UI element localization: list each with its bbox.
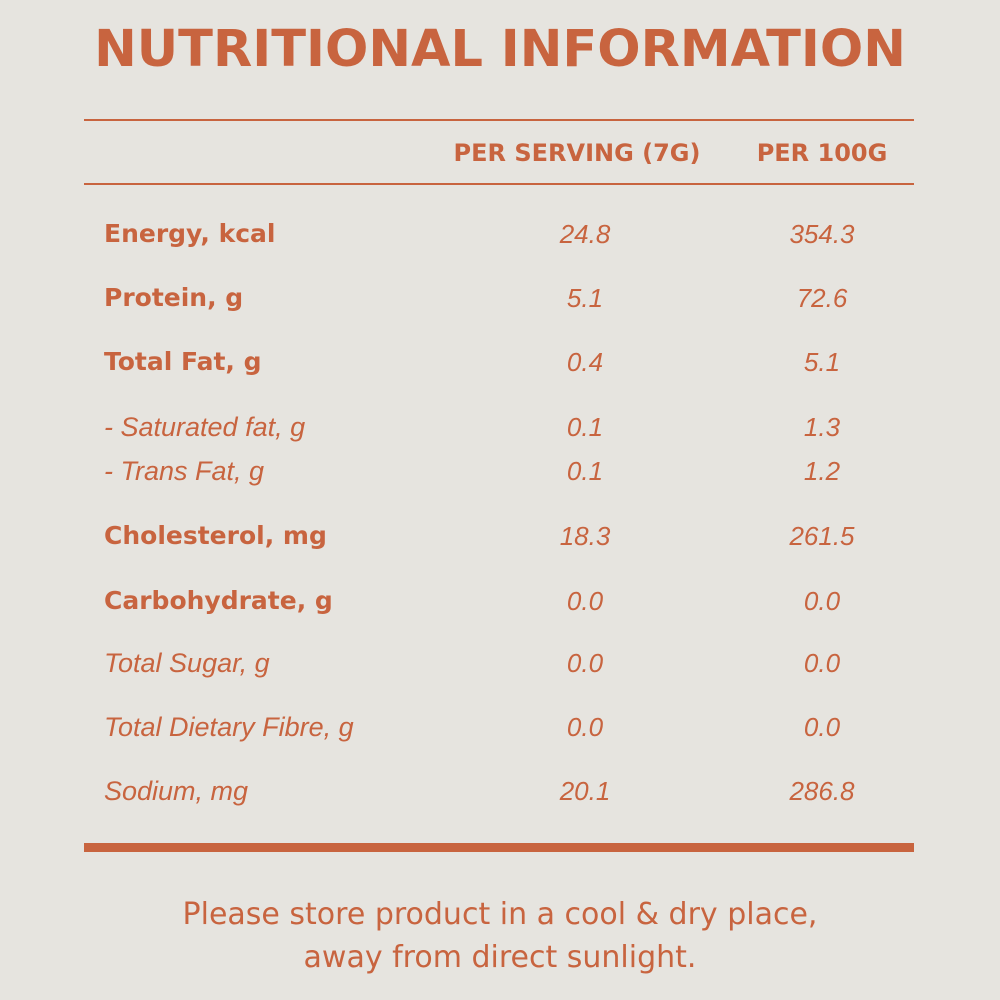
table-bottom-divider	[84, 843, 914, 852]
per-100g-value: 0.0	[803, 586, 841, 616]
per-serving-value: 5.1	[566, 283, 604, 313]
page-title: NUTRITIONAL INFORMATION	[94, 20, 906, 79]
nutrient-label: Carbohydrate, g	[104, 586, 333, 615]
header-bottom-divider	[84, 183, 914, 185]
column-header-per-serving: PER SERVING (7G)	[453, 139, 701, 167]
storage-note-line-2: away from direct sunlight.	[303, 940, 697, 975]
per-serving-value: 0.0	[566, 648, 604, 678]
nutrient-row-total-sugar: Total Sugar, g 0.0 0.0	[0, 645, 1000, 681]
nutrient-row-sodium: Sodium, mg 20.1 286.8	[0, 773, 1000, 809]
per-serving-value: 0.1	[566, 456, 604, 486]
per-100g-value: 0.0	[803, 712, 841, 742]
per-100g-value: 354.3	[789, 219, 855, 249]
per-serving-value: 0.0	[566, 712, 604, 742]
per-100g-value: 72.6	[796, 283, 848, 313]
per-100g-value: 0.0	[803, 648, 841, 678]
header-top-divider	[84, 119, 914, 121]
nutrient-row-cholesterol: Cholesterol, mg 18.3 261.5	[0, 518, 1000, 554]
nutrient-row-saturated-fat: - Saturated fat, g 0.1 1.3	[0, 409, 1000, 445]
column-header-per-100g: PER 100G	[756, 139, 888, 167]
nutrient-row-total-fat: Total Fat, g 0.4 5.1	[0, 344, 1000, 380]
per-100g-value: 1.2	[803, 456, 841, 486]
nutrient-row-trans-fat: - Trans Fat, g 0.1 1.2	[0, 453, 1000, 489]
nutrient-row-carbohydrate: Carbohydrate, g 0.0 0.0	[0, 583, 1000, 619]
per-serving-value: 20.1	[559, 776, 611, 806]
nutrient-label: Protein, g	[104, 283, 244, 312]
storage-note: Please store product in a cool & dry pla…	[0, 893, 1000, 979]
nutrient-label: Total Sugar, g	[104, 648, 270, 678]
per-100g-value: 1.3	[803, 412, 841, 442]
nutrient-row-dietary-fibre: Total Dietary Fibre, g 0.0 0.0	[0, 709, 1000, 745]
nutrient-label: - Trans Fat, g	[104, 456, 265, 486]
per-100g-value: 286.8	[789, 776, 855, 806]
nutrient-row-energy: Energy, kcal 24.8 354.3	[0, 216, 1000, 252]
nutrient-label: Sodium, mg	[104, 776, 249, 806]
nutrient-label: - Saturated fat, g	[104, 412, 306, 442]
per-serving-value: 0.1	[566, 412, 604, 442]
per-serving-value: 24.8	[559, 219, 611, 249]
nutrient-label: Energy, kcal	[104, 219, 276, 248]
per-100g-value: 5.1	[803, 347, 841, 377]
per-serving-value: 0.0	[566, 586, 604, 616]
per-serving-value: 0.4	[566, 347, 604, 377]
per-100g-value: 261.5	[789, 521, 855, 551]
nutrient-label: Total Dietary Fibre, g	[104, 712, 354, 742]
storage-note-line-1: Please store product in a cool & dry pla…	[182, 897, 818, 932]
nutrient-label: Total Fat, g	[104, 347, 262, 376]
nutrient-label: Cholesterol, mg	[104, 521, 327, 550]
nutrient-row-protein: Protein, g 5.1 72.6	[0, 280, 1000, 316]
per-serving-value: 18.3	[559, 521, 611, 551]
